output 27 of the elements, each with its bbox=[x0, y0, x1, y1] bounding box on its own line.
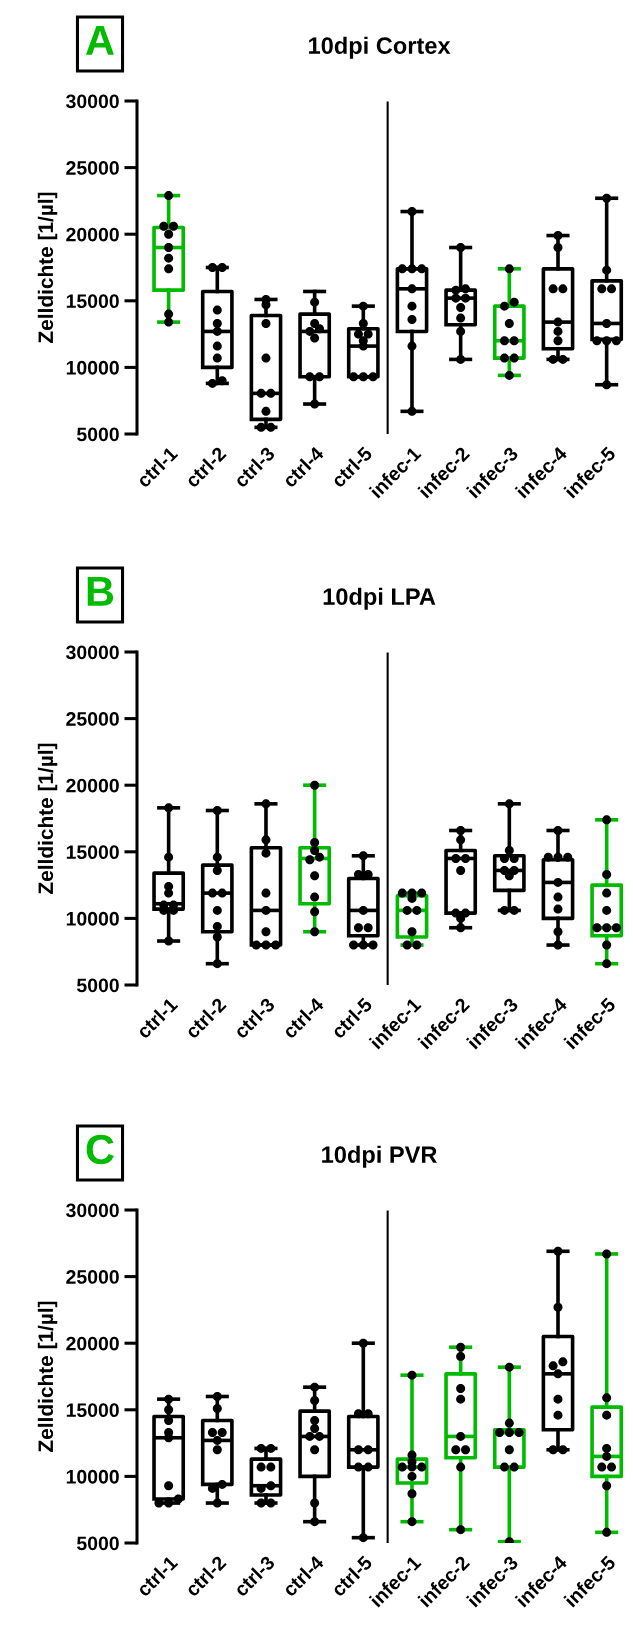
y-tick-label: 20000 bbox=[66, 227, 119, 242]
y-tick-label: 10000 bbox=[66, 1469, 119, 1484]
y-tick-label: 30000 bbox=[66, 94, 119, 109]
y-tick-label: 15000 bbox=[66, 1403, 119, 1418]
y-tick-label: 5000 bbox=[76, 427, 119, 442]
y-axis-title: Zelldichte [1/µl] bbox=[37, 743, 58, 894]
y-tick-label: 20000 bbox=[66, 778, 119, 793]
y-tick-label: 30000 bbox=[66, 1203, 119, 1218]
y-tick-label: 20000 bbox=[66, 1336, 119, 1351]
y-tick-label: 10000 bbox=[66, 360, 119, 375]
y-tick-label: 15000 bbox=[66, 845, 119, 860]
y-tick-label: 10000 bbox=[66, 911, 119, 926]
y-tick-label: 5000 bbox=[76, 1536, 119, 1551]
y-tick-label: 15000 bbox=[66, 294, 119, 309]
y-tick-label: 5000 bbox=[76, 978, 119, 993]
chart-title: 10dpi LPA bbox=[323, 587, 436, 610]
y-tick-label: 25000 bbox=[66, 712, 119, 726]
text: B bbox=[87, 577, 114, 606]
y-tick-label: 25000 bbox=[66, 161, 119, 175]
y-axis-title: Zelldichte [1/µl] bbox=[37, 1301, 58, 1452]
chart-title: 10dpi PVR bbox=[322, 1145, 437, 1168]
text: A bbox=[85, 26, 114, 55]
chart-title: 10dpi Cortex bbox=[309, 36, 451, 59]
y-tick-label: 30000 bbox=[66, 645, 119, 660]
y-axis-title: Zelldichte [1/µl] bbox=[37, 192, 58, 343]
y-tick-label: 25000 bbox=[66, 1270, 119, 1284]
text: C bbox=[86, 1134, 114, 1165]
